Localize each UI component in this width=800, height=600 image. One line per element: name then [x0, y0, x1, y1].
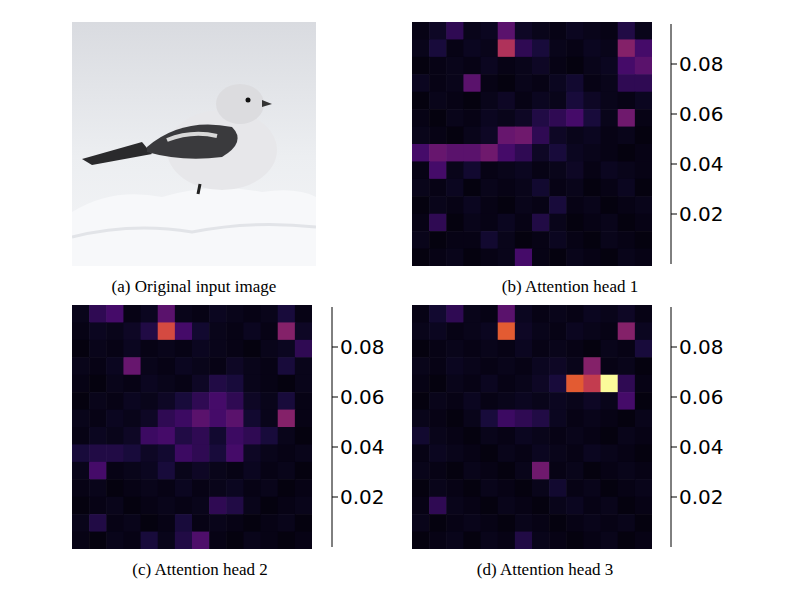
svg-text:0.04: 0.04: [679, 435, 724, 459]
svg-text:0.08: 0.08: [679, 52, 724, 76]
svg-text:0.04: 0.04: [679, 152, 724, 176]
svg-text:0.08: 0.08: [340, 335, 385, 359]
html-text:(c) Attention head 2: (c) Attention head 2: [132, 560, 268, 579]
svg-text:0.06: 0.06: [340, 385, 385, 409]
svg-text:0.02: 0.02: [679, 202, 724, 226]
svg-text:0.02: 0.02: [340, 485, 385, 509]
svg-text:0.04: 0.04: [340, 435, 385, 459]
svg-text:0.08: 0.08: [679, 335, 724, 359]
html-text:(d) Attention head 3: (d) Attention head 3: [476, 560, 614, 579]
svg-text:0.06: 0.06: [679, 385, 724, 409]
svg-text:0.06: 0.06: [679, 102, 724, 126]
html-text:(b) Attention head 1: (b) Attention head 1: [501, 277, 639, 296]
html-text:(a) Original input image: (a) Original input image: [111, 277, 277, 296]
svg-text:0.02: 0.02: [679, 485, 724, 509]
